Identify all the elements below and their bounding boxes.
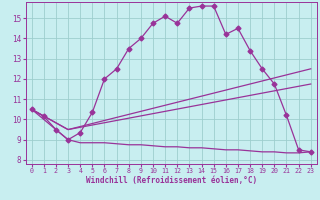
X-axis label: Windchill (Refroidissement éolien,°C): Windchill (Refroidissement éolien,°C)	[86, 176, 257, 185]
